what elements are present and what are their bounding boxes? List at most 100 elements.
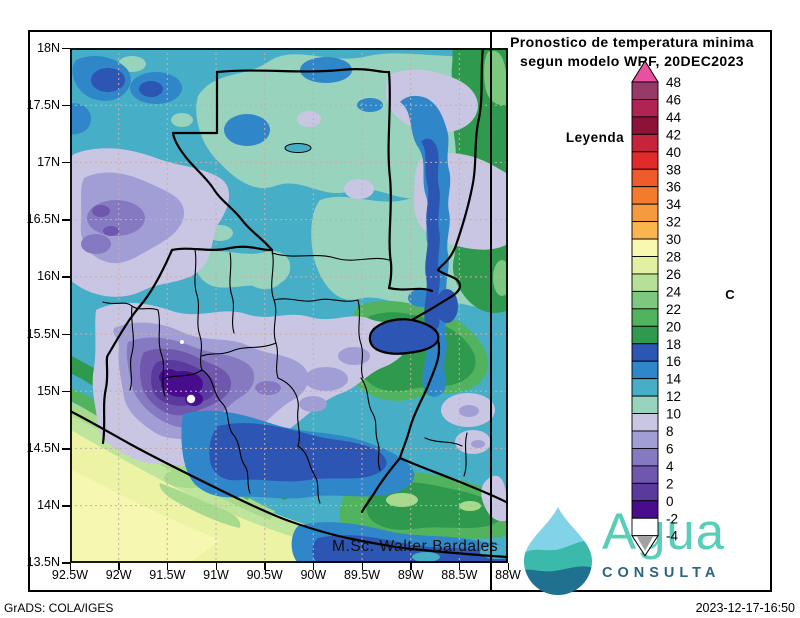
chart-title-line1: Pronostico de temperatura minima bbox=[510, 34, 754, 50]
lat-axis-tick bbox=[62, 448, 70, 450]
colorbar-tick-label: 20 bbox=[666, 319, 681, 334]
colorbar-tick-label: 34 bbox=[666, 197, 682, 212]
lat-axis-label: 13.5N bbox=[26, 555, 60, 570]
lat-axis-label: 14.5N bbox=[26, 441, 60, 456]
colorbar-tick-label: 28 bbox=[666, 250, 681, 265]
chart-title: Pronostico de temperatura minima segun m… bbox=[494, 33, 770, 71]
colorbar-cell bbox=[631, 413, 659, 432]
colorbar-cell bbox=[631, 273, 659, 292]
colorbar-cell bbox=[631, 395, 659, 415]
colorbar-cell bbox=[631, 203, 659, 223]
colorbar-tick-label: 6 bbox=[666, 441, 674, 456]
lat-axis-label: 14N bbox=[37, 498, 60, 513]
map-department-borders bbox=[102, 143, 468, 504]
colorbar-tick-label: 46 bbox=[666, 92, 681, 107]
colorbar-tick-label: 40 bbox=[666, 145, 681, 160]
lat-axis-tick bbox=[62, 47, 70, 49]
lat-axis-tick bbox=[62, 562, 70, 564]
lat-axis-label: 15N bbox=[37, 383, 60, 398]
colorbar-cell bbox=[631, 116, 659, 135]
lon-axis-tick bbox=[215, 563, 217, 570]
colorbar-cell bbox=[631, 500, 659, 519]
lon-axis-label: 91W bbox=[203, 568, 229, 582]
colorbar-cell bbox=[631, 81, 659, 100]
lon-axis-label: 89.5W bbox=[343, 568, 381, 582]
colorbar-cell bbox=[631, 308, 659, 327]
grads-credit: GrADS: COLA/IGES bbox=[4, 601, 114, 615]
map-country-borders bbox=[66, 46, 510, 559]
lat-axis-tick bbox=[62, 161, 70, 164]
lat-axis-tick bbox=[62, 219, 70, 221]
colorbar-cell bbox=[631, 517, 659, 537]
colorbar-tick-label: 0 bbox=[666, 494, 674, 509]
lat-axis-tick bbox=[62, 104, 70, 107]
colorbar-cell bbox=[631, 325, 659, 345]
colorbar-tick-label: 10 bbox=[666, 407, 681, 422]
colorbar-cell bbox=[631, 465, 659, 484]
lat-axis-label: 18N bbox=[37, 40, 60, 55]
colorbar-cell bbox=[631, 482, 659, 502]
chart-title-line2: segun modelo WRF, 20DEC2023 bbox=[520, 53, 744, 69]
colorbar-tick-label: 44 bbox=[666, 110, 682, 125]
brand-subname: CONSULTA bbox=[602, 565, 721, 581]
brand-name: Agua bbox=[602, 503, 726, 560]
lon-axis-label: 92.5W bbox=[51, 568, 89, 582]
colorbar-tick-label: 26 bbox=[666, 267, 681, 282]
colorbar-cell bbox=[631, 221, 659, 240]
colorbar-cell bbox=[631, 290, 659, 310]
figure-frame bbox=[28, 30, 772, 592]
colorbar-cell bbox=[631, 448, 659, 467]
lon-axis-tick bbox=[507, 563, 510, 570]
colorbar-cell bbox=[631, 430, 659, 449]
colorbar-tick-label: 8 bbox=[666, 424, 674, 439]
lat-axis-tick bbox=[62, 505, 70, 507]
colorbar: 48 46 44 42 40 38 36 34 32 30 28 26 24 22 20 18 16 14 12 10… bbox=[600, 55, 770, 565]
legend-label: Leyenda bbox=[565, 130, 625, 145]
lon-axis-tick bbox=[69, 563, 71, 570]
coldest-spot bbox=[186, 394, 196, 404]
colorbar-tick-label: 24 bbox=[666, 284, 682, 299]
lon-axis-label: 90W bbox=[300, 568, 327, 582]
colorbar-tick-label: 30 bbox=[666, 232, 681, 247]
colorbar-cell bbox=[631, 151, 659, 170]
lat-axis-label: 15.5N bbox=[26, 326, 60, 341]
colorbar-tick-label: 16 bbox=[666, 354, 681, 369]
colorbar-tick-label: 22 bbox=[666, 302, 681, 317]
colorbar-top-arrow bbox=[631, 60, 659, 83]
colorbar-svg: 4846444240383634323028262422201816141210… bbox=[631, 60, 682, 557]
colorbar-tick-label: -4 bbox=[666, 529, 678, 544]
lon-axis-tick bbox=[166, 563, 169, 570]
lon-axis-tick bbox=[264, 563, 266, 570]
lon-axis-label: 89W bbox=[397, 568, 424, 582]
colorbar-cell bbox=[631, 360, 659, 380]
colorbar-tick-label: 48 bbox=[666, 75, 681, 90]
lon-axis-tick bbox=[118, 563, 120, 570]
lon-axis-label: 91.5W bbox=[149, 568, 186, 582]
unit-label: C bbox=[725, 287, 735, 302]
colorbar-cell bbox=[631, 99, 659, 118]
timestamp: 2023-12-17-16:50 bbox=[695, 601, 795, 615]
cold-spot-small bbox=[180, 340, 184, 344]
colorbar-tick-label: 12 bbox=[666, 389, 681, 404]
map-svg: M.Sc. Walter Bardales bbox=[66, 46, 516, 563]
lat-axis-label: 17N bbox=[37, 154, 60, 169]
lon-axis-tick bbox=[410, 563, 412, 570]
colorbar-tick-label: 2 bbox=[666, 476, 674, 491]
lon-axis-label: 88.5W bbox=[441, 568, 478, 582]
map-fill-layers bbox=[68, 48, 516, 563]
lat-axis-tick bbox=[62, 390, 70, 393]
lon-axis-tick bbox=[458, 563, 461, 570]
lat-axis-tick bbox=[62, 276, 70, 278]
lat-axis-label: 16.5N bbox=[26, 212, 60, 227]
map-signature: M.Sc. Walter Bardales bbox=[332, 538, 498, 555]
colorbar-cell bbox=[631, 186, 659, 205]
colorbar-tick-label: 18 bbox=[666, 337, 681, 352]
lon-axis-label: 88W bbox=[495, 568, 521, 582]
colorbar-cell bbox=[631, 238, 659, 257]
lat-axis-label: 16N bbox=[37, 269, 60, 284]
colorbar-cell bbox=[631, 256, 659, 275]
colorbar-tick-label: -2 bbox=[666, 511, 678, 526]
lon-axis-label: 90.5W bbox=[246, 568, 283, 582]
colorbar-tick-label: 36 bbox=[666, 180, 681, 195]
